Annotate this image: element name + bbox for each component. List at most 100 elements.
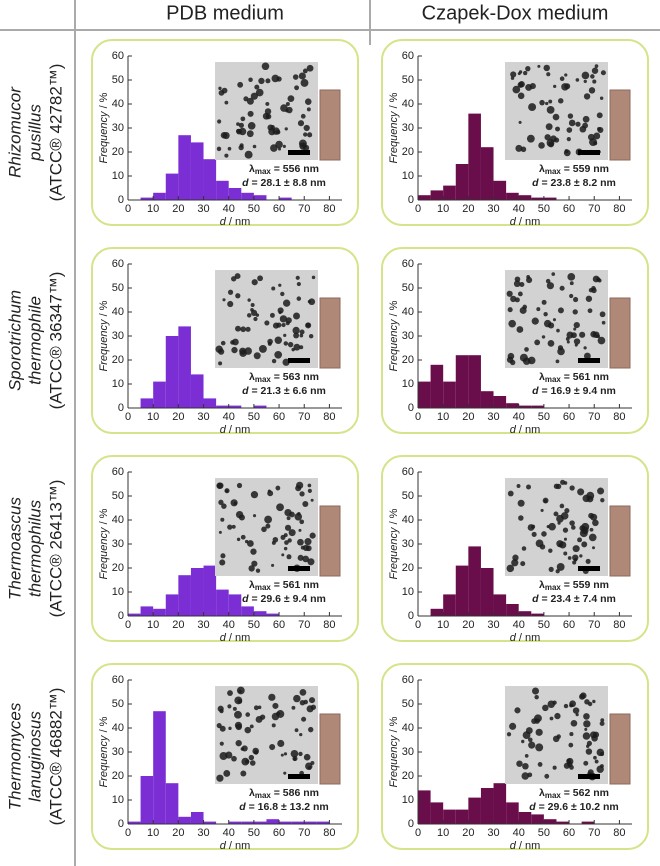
bar bbox=[455, 164, 469, 200]
nanoparticle bbox=[278, 283, 282, 287]
nanoparticle bbox=[580, 692, 587, 699]
x-axis-label-unit: / nm bbox=[516, 632, 540, 644]
x-tick-label: 30 bbox=[487, 827, 499, 839]
y-axis-label: Frequency / % bbox=[388, 508, 400, 579]
nanoparticle bbox=[506, 356, 514, 363]
nanoparticle bbox=[293, 694, 301, 703]
nanoparticle bbox=[299, 333, 304, 338]
annotation-lambda: λmax = 563 nm bbox=[249, 371, 319, 384]
nanoparticle bbox=[306, 64, 314, 72]
nanoparticle bbox=[265, 523, 271, 529]
nanoparticle bbox=[244, 347, 252, 355]
nanoparticle bbox=[283, 341, 289, 346]
row-label-strain: (ATCC® 42782™) bbox=[46, 64, 65, 202]
nanoparticle bbox=[555, 126, 560, 132]
nanoparticle bbox=[307, 558, 315, 566]
nanoparticle bbox=[224, 488, 230, 494]
x-tick-label: 60 bbox=[563, 203, 575, 215]
y-tick-label: 40 bbox=[402, 306, 414, 318]
nanoparticle bbox=[274, 350, 283, 359]
nanoparticle bbox=[285, 317, 292, 324]
nanoparticle bbox=[573, 338, 581, 345]
panel-frame bbox=[91, 247, 359, 434]
nanoparticle bbox=[271, 723, 276, 728]
nanoparticle bbox=[258, 77, 265, 85]
nanoparticle bbox=[283, 546, 288, 551]
nanoparticle bbox=[515, 144, 523, 152]
y-tick-label: 30 bbox=[402, 746, 414, 758]
nanoparticle bbox=[550, 135, 557, 143]
bar bbox=[203, 159, 217, 200]
nanoparticle bbox=[535, 728, 543, 736]
y-axis-label-name: Frequency bbox=[98, 318, 110, 371]
nanoparticle bbox=[572, 296, 579, 303]
x-tick-label: 70 bbox=[298, 203, 310, 215]
nanoparticle bbox=[236, 537, 241, 542]
x-tick-label: 60 bbox=[273, 411, 285, 423]
nanoparticle bbox=[564, 508, 570, 514]
nanoparticle bbox=[239, 143, 244, 148]
lambda-value: = 561 nm bbox=[271, 579, 319, 591]
nanoparticle bbox=[557, 307, 564, 314]
x-tick-label: 20 bbox=[462, 411, 474, 423]
bar bbox=[468, 113, 481, 200]
y-axis-label-unit: / % bbox=[388, 92, 400, 111]
nanoparticle bbox=[599, 311, 606, 318]
nanoparticle bbox=[218, 90, 225, 96]
x-tick-label: 50 bbox=[538, 411, 550, 423]
nanoparticle bbox=[286, 516, 291, 521]
nanoparticle bbox=[589, 527, 594, 532]
nanoparticle bbox=[283, 533, 288, 538]
y-tick-label: 10 bbox=[112, 170, 124, 182]
nanoparticle bbox=[253, 316, 258, 322]
nanoparticle bbox=[572, 554, 579, 561]
nanoparticle bbox=[572, 560, 577, 565]
nanoparticle bbox=[248, 754, 255, 761]
nanoparticle bbox=[593, 132, 601, 140]
d-value: = 21.3 ± 6.6 nm bbox=[249, 385, 326, 397]
lambda-symbol: λ bbox=[249, 371, 255, 383]
y-tick-label: 60 bbox=[402, 674, 414, 686]
x-tick-label: 40 bbox=[223, 619, 235, 631]
nanoparticle bbox=[287, 341, 294, 348]
bar bbox=[153, 192, 166, 200]
annotation-lambda: λmax = 561 nm bbox=[249, 579, 319, 592]
column-header: Czapek-Dox medium bbox=[422, 2, 609, 24]
nanoparticle bbox=[517, 291, 523, 297]
nanoparticle bbox=[275, 140, 283, 149]
nanoparticle bbox=[539, 99, 545, 106]
x-tick-label: 10 bbox=[437, 203, 449, 215]
bar bbox=[228, 594, 242, 616]
d-value: = 16.8 ± 13.2 nm bbox=[246, 801, 329, 813]
bar bbox=[165, 594, 179, 616]
nanoparticle bbox=[569, 732, 574, 737]
bar bbox=[241, 606, 254, 616]
nanoparticle bbox=[265, 78, 271, 84]
nanoparticle bbox=[230, 499, 238, 507]
nanoparticle bbox=[299, 689, 307, 696]
nanoparticle bbox=[588, 87, 596, 94]
nanoparticle bbox=[299, 732, 303, 737]
y-tick-label: 30 bbox=[112, 538, 124, 550]
lambda-symbol: λ bbox=[539, 163, 545, 175]
y-axis-label-unit: / % bbox=[98, 716, 110, 735]
bar bbox=[430, 364, 444, 408]
bar bbox=[543, 819, 557, 824]
y-axis-label-name: Frequency bbox=[388, 110, 400, 163]
nanoparticle bbox=[302, 555, 309, 563]
nanoparticle bbox=[304, 538, 312, 546]
nanoparticle bbox=[291, 347, 295, 352]
x-axis-label-symbol: d bbox=[510, 424, 517, 436]
nanoparticle bbox=[302, 500, 309, 507]
nanoparticle bbox=[216, 774, 224, 782]
nanoparticle bbox=[559, 76, 565, 82]
nanoparticle bbox=[547, 700, 556, 708]
y-tick-label: 40 bbox=[402, 514, 414, 526]
y-tick-label: 50 bbox=[402, 698, 414, 710]
nanoparticle bbox=[572, 545, 580, 553]
nanoparticle bbox=[235, 293, 241, 299]
d-symbol: d bbox=[529, 801, 536, 813]
y-tick-label: 0 bbox=[408, 818, 414, 830]
cuvette bbox=[609, 89, 631, 161]
nanoparticle bbox=[523, 70, 528, 76]
